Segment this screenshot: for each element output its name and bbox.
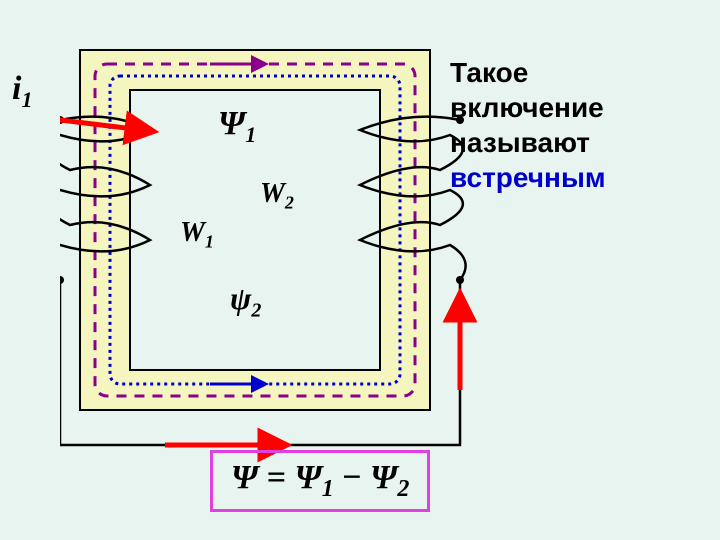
caption-highlight: встречным bbox=[450, 162, 606, 193]
caption-text: Такое включение называют встречным bbox=[450, 55, 606, 195]
diagram-svg bbox=[60, 30, 480, 470]
label-w1: W1 bbox=[180, 217, 214, 253]
formula-box: Ψ = Ψ1 − Ψ2 bbox=[210, 450, 430, 512]
label-psi2: ψ2 bbox=[230, 280, 261, 322]
transformer-diagram: i1 Ψ1 ψ2 W1 W2 bbox=[60, 30, 480, 475]
label-psi1: Ψ1 bbox=[218, 105, 256, 148]
label-w2: W2 bbox=[260, 178, 294, 214]
label-i1: i1 bbox=[12, 70, 32, 113]
